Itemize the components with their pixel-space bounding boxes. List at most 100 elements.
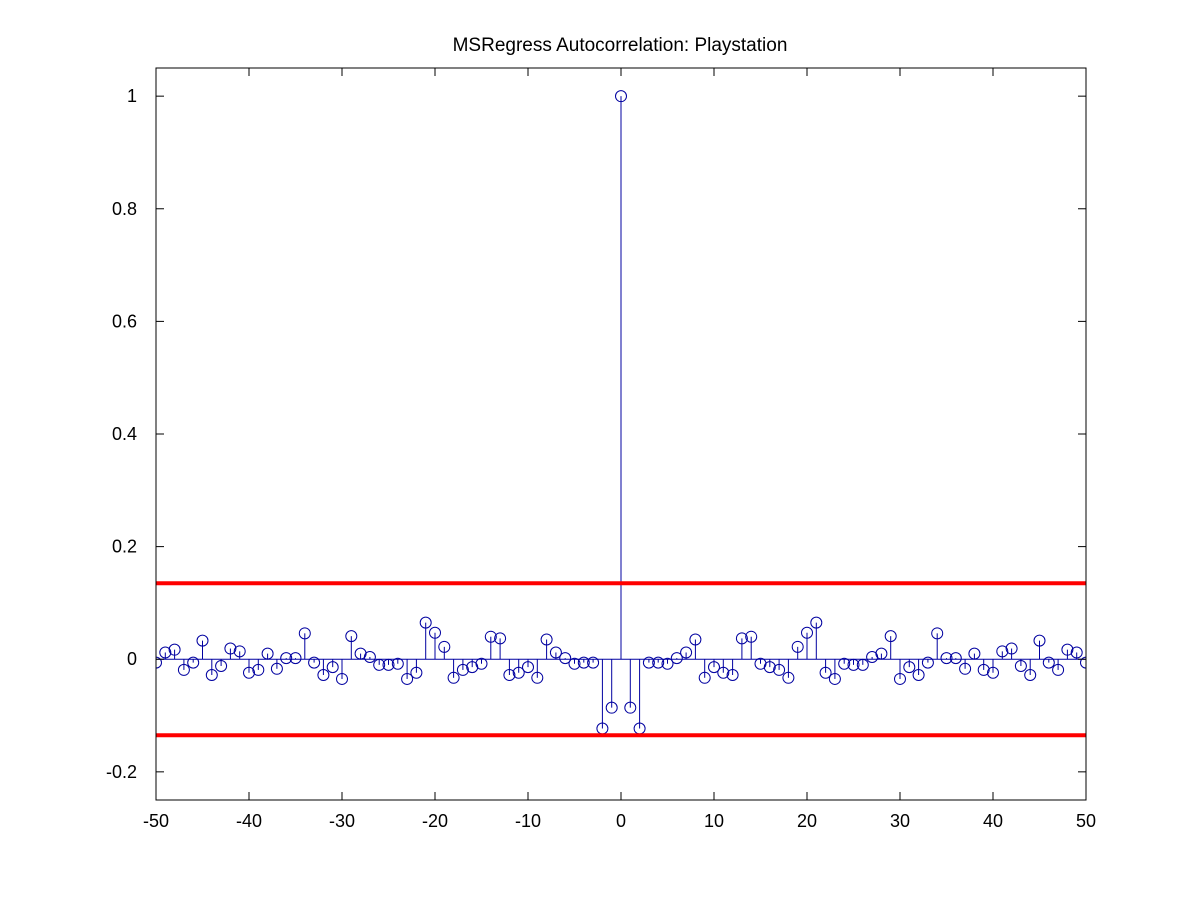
- x-tick-label: 30: [890, 811, 910, 831]
- axes: -50 -40 -30 -20 -10 0 10 20 30 40 50 -0.2 0 0.2 0.4 0.6…: [106, 67, 1096, 831]
- stem-marker: [959, 662, 972, 675]
- stem-marker: [438, 640, 451, 653]
- stem-marker: [1042, 656, 1055, 669]
- stem-marker: [224, 642, 237, 655]
- stem-marker: [1061, 643, 1074, 656]
- stem-marker: [977, 663, 990, 676]
- stem-marker: [773, 663, 786, 676]
- stem-marker: [624, 701, 637, 714]
- x-tick-label: 40: [983, 811, 1003, 831]
- stem-marker: [345, 630, 358, 643]
- stem-marker: [652, 656, 665, 669]
- x-tick-label: -10: [515, 811, 541, 831]
- stem-marker: [801, 626, 813, 639]
- stem-marker: [429, 626, 441, 639]
- stem-marker: [949, 652, 962, 665]
- stem-marker: [763, 661, 776, 674]
- x-tick-label: 10: [704, 811, 724, 831]
- stem-marker: [419, 616, 432, 629]
- stem-marker: [912, 668, 925, 681]
- stem-marker: [233, 645, 246, 658]
- stem-marker: [940, 652, 953, 665]
- stem-marker: [642, 656, 655, 669]
- stem-marker: [717, 666, 730, 679]
- stem-marker: [177, 663, 190, 676]
- stem-marker: [326, 661, 339, 674]
- stem-marker: [931, 627, 944, 640]
- stem-marker: [689, 633, 702, 646]
- stem-marker: [856, 658, 869, 671]
- y-tick-label: -0.2: [106, 762, 137, 782]
- plot-area: [156, 90, 1086, 738]
- stem-marker: [308, 656, 321, 669]
- stem-marker: [726, 668, 739, 681]
- stem-marker: [559, 652, 572, 665]
- y-tick-label: 0.4: [112, 424, 137, 444]
- stem-marker: [484, 630, 497, 643]
- stem-marker: [987, 666, 999, 679]
- stem-marker: [1005, 642, 1018, 655]
- stem-marker: [168, 643, 181, 656]
- stem-marker: [410, 666, 423, 679]
- stem-marker: [215, 659, 228, 672]
- stem-marker: [475, 657, 488, 670]
- x-tick-label: 0: [616, 811, 626, 831]
- stem-marker: [1080, 656, 1086, 669]
- stem-marker: [456, 663, 469, 676]
- stem-marker: [531, 671, 544, 684]
- x-tick-label: -20: [422, 811, 448, 831]
- stem-marker: [698, 671, 711, 684]
- stem-marker: [391, 657, 404, 670]
- stem-marker: [243, 666, 255, 679]
- stem-marker: [270, 662, 283, 675]
- stem-marker: [670, 652, 683, 665]
- stem-marker: [447, 671, 460, 684]
- stem-marker: [968, 647, 981, 660]
- stem-marker: [549, 646, 562, 659]
- stem-marker: [363, 650, 376, 663]
- stem-marker: [156, 656, 162, 669]
- stem-marker: [336, 672, 348, 685]
- stem-marker: [494, 632, 507, 645]
- stem-marker: [187, 656, 200, 669]
- x-tick-label: -50: [143, 811, 169, 831]
- stem-marker: [317, 668, 330, 681]
- stem-marker: [1014, 659, 1027, 672]
- stem-marker: [503, 668, 516, 681]
- stem-marker: [512, 666, 525, 679]
- stem-marker: [745, 630, 758, 643]
- stem-marker: [708, 661, 720, 674]
- stem-marker: [205, 668, 218, 681]
- stem-marker: [252, 663, 265, 676]
- stem-marker: [1052, 663, 1065, 676]
- x-tick-label: 50: [1076, 811, 1096, 831]
- chart-title: MSRegress Autocorrelation: Playstation: [453, 35, 788, 56]
- stem-marker: [782, 671, 795, 684]
- y-tick-label: 0.6: [112, 311, 137, 331]
- stem-marker: [791, 640, 804, 653]
- stem-marker: [159, 646, 172, 659]
- stem-marker: [615, 90, 627, 103]
- stem-marker: [921, 656, 934, 669]
- stem-marker: [680, 646, 693, 659]
- stem-marker: [568, 657, 581, 670]
- stem-marker: [735, 632, 748, 645]
- stem-marker: [298, 627, 311, 640]
- plot-marks: [156, 90, 1086, 738]
- stem-marker: [261, 647, 274, 660]
- stem-marker: [289, 652, 302, 665]
- stem-marker: [522, 661, 534, 674]
- x-tick-label: -40: [236, 811, 262, 831]
- stem-marker: [587, 656, 600, 669]
- stem-marker: [1033, 634, 1046, 647]
- stem-marker: [401, 672, 414, 685]
- y-tick-label: 0: [127, 649, 137, 669]
- stem-marker: [1070, 646, 1083, 659]
- stem-marker: [828, 672, 841, 685]
- stem-marker: [280, 652, 293, 665]
- stem-marker: [875, 647, 888, 660]
- stem-marker: [894, 672, 906, 685]
- stem-marker: [884, 630, 897, 643]
- y-tick-label: 0.2: [112, 537, 137, 557]
